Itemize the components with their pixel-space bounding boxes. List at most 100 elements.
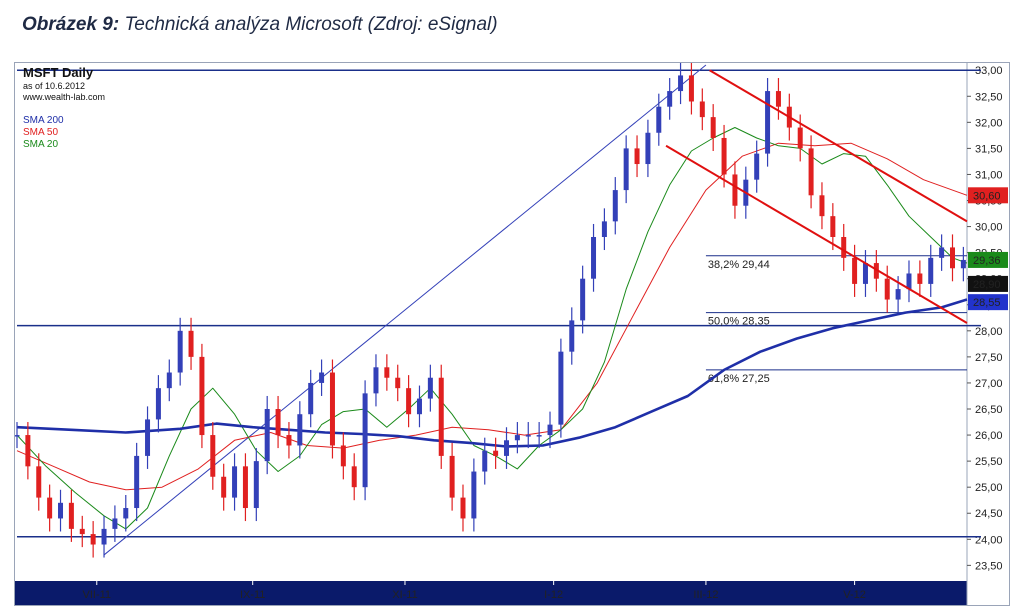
price-body: [438, 377, 444, 456]
price-body: [884, 278, 890, 300]
price-body: [754, 153, 760, 180]
price-body: [427, 377, 433, 399]
price-body: [253, 461, 259, 509]
price-body: [797, 127, 803, 149]
x-tick-label: VII-11: [83, 589, 112, 601]
price-body: [949, 247, 955, 269]
price-body: [199, 356, 205, 436]
price-body: [688, 75, 694, 102]
y-tick-label: 26,00: [975, 430, 1003, 442]
price-body: [242, 466, 248, 509]
price-body: [623, 148, 629, 191]
price-body: [536, 435, 542, 437]
legend-entry: SMA 20: [23, 139, 58, 150]
price-body: [514, 435, 520, 441]
channel-line: [709, 69, 968, 223]
price-body: [482, 450, 488, 472]
price-body: [939, 247, 945, 258]
y-tick-label: 23,50: [975, 560, 1003, 572]
price-body: [68, 502, 74, 529]
price-body: [667, 91, 673, 107]
price-body: [449, 455, 455, 498]
price-body: [373, 367, 379, 394]
price-body: [101, 528, 107, 545]
price-body: [634, 148, 640, 165]
price-tag-label: 30,60: [973, 190, 1001, 202]
price-tag-label: 28,55: [973, 297, 1001, 309]
price-tag-label: 29,36: [973, 255, 1001, 267]
price-body: [177, 330, 183, 373]
y-tick-label: 24,00: [975, 534, 1003, 546]
price-body: [25, 435, 31, 467]
x-tick-label: III-12: [693, 589, 718, 601]
y-tick-label: 28,00: [975, 326, 1003, 338]
price-body: [710, 117, 716, 138]
x-tick-label: XI-11: [392, 589, 417, 601]
price-body: [699, 101, 705, 118]
price-tag: [968, 275, 1008, 292]
y-tick-label: 33,00: [975, 65, 1003, 77]
price-body: [384, 367, 390, 378]
price-body: [362, 393, 368, 488]
figure-caption: Obrázek 9: Technická analýza Microsoft (…: [22, 14, 498, 36]
price-body: [15, 435, 20, 437]
channel-line: [665, 144, 968, 324]
price-body: [841, 237, 847, 258]
price-body: [808, 148, 814, 196]
price-body: [547, 424, 553, 436]
y-tick-label: 31,00: [975, 169, 1003, 181]
fibonacci-label: 38,2% 29,44: [708, 259, 770, 271]
price-body: [460, 497, 466, 519]
price-body: [580, 278, 586, 321]
chart-frame: 33,0032,5032,0031,5031,0030,5030,0029,50…: [14, 62, 1010, 606]
price-tag: [968, 187, 1008, 204]
price-body: [504, 440, 510, 456]
x-tick-label: IX-11: [240, 589, 265, 601]
price-body: [329, 372, 335, 446]
price-body: [525, 435, 531, 437]
price-body: [612, 190, 618, 222]
price-body: [308, 382, 314, 415]
price-body: [90, 534, 96, 545]
price-body: [406, 388, 412, 415]
price-body: [232, 466, 238, 498]
price-body: [558, 351, 564, 425]
y-tick-label: 32,00: [975, 117, 1003, 129]
y-tick-label: 26,50: [975, 404, 1003, 416]
price-body: [591, 237, 597, 279]
price-body: [58, 502, 64, 519]
price-body: [297, 414, 303, 446]
price-body: [873, 263, 879, 279]
price-body: [123, 508, 129, 519]
y-tick-label: 32,50: [975, 91, 1003, 103]
price-body: [275, 409, 281, 436]
price-body: [917, 273, 923, 284]
price-body: [319, 372, 325, 383]
chart-site: www.wealth-lab.com: [22, 92, 105, 102]
price-body: [721, 137, 727, 175]
price-body: [210, 435, 216, 477]
price-body: [601, 221, 607, 237]
y-tick-label: 25,50: [975, 456, 1003, 468]
chart-as-of: as of 10.6.2012: [23, 81, 85, 91]
price-body: [732, 174, 738, 206]
x-axis-bar: [15, 581, 967, 605]
figure-caption-label: Obrázek 9:: [22, 14, 120, 35]
x-tick-label: V-12: [843, 589, 866, 601]
price-body: [188, 330, 194, 357]
price-body: [895, 289, 901, 300]
y-tick-label: 24,50: [975, 508, 1003, 520]
price-body: [166, 372, 172, 389]
y-tick-label: 30,00: [975, 222, 1003, 234]
legend-entry: SMA 200: [23, 115, 64, 126]
y-tick-label: 25,00: [975, 482, 1003, 494]
price-body: [678, 75, 684, 92]
price-body: [416, 398, 422, 415]
price-body: [656, 106, 662, 133]
x-tick-label: I-12: [544, 589, 563, 601]
price-body: [351, 466, 357, 488]
chart-background: [15, 63, 1009, 605]
trend-line: [103, 64, 707, 556]
stock-chart: 33,0032,5032,0031,5031,0030,5030,0029,50…: [15, 63, 1009, 605]
price-body: [286, 435, 292, 446]
